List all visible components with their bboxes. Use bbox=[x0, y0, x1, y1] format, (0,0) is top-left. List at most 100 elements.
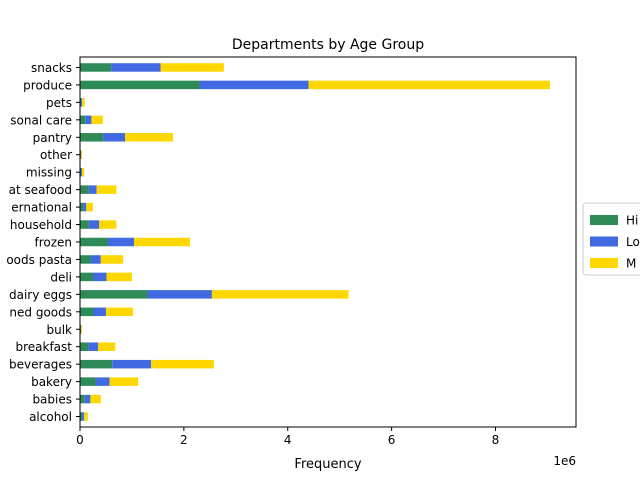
bar-international-m bbox=[86, 202, 93, 212]
bar-canned-goods-m bbox=[105, 307, 133, 317]
bar-other-lo bbox=[80, 150, 82, 159]
y-tick-label: pets bbox=[46, 96, 72, 110]
bar-snacks-hi bbox=[80, 63, 112, 72]
bar-frozen-hi bbox=[80, 237, 109, 247]
legend-swatch-m bbox=[590, 258, 618, 268]
bar-missing-lo bbox=[81, 167, 83, 177]
bar-missing-m bbox=[82, 167, 85, 177]
y-tick-label: sonal care bbox=[10, 113, 72, 127]
bar-household-hi bbox=[80, 220, 89, 229]
bar-bakery-hi bbox=[80, 377, 96, 386]
legend-label-hi: Hi bbox=[626, 214, 638, 228]
y-tick-label: other bbox=[40, 148, 72, 162]
plot-frame bbox=[79, 56, 577, 428]
y-tick-label: snacks bbox=[31, 61, 72, 75]
bar-other-m bbox=[81, 150, 83, 159]
y-tick-label: ernational bbox=[11, 201, 72, 215]
bar-produce-hi bbox=[80, 80, 200, 90]
y-tick-label: ned goods bbox=[9, 305, 72, 319]
bar-breakfast-lo bbox=[88, 342, 99, 351]
bar-breakfast-hi bbox=[80, 342, 89, 351]
bar-canned-goods-lo bbox=[93, 307, 106, 317]
bar-international-hi bbox=[80, 202, 84, 212]
bar-snacks-lo bbox=[111, 63, 161, 72]
bar-deli-hi bbox=[80, 272, 93, 282]
y-tick-label: at seafood bbox=[9, 183, 72, 197]
bar-international-lo bbox=[83, 202, 87, 212]
bar-bulk-lo bbox=[80, 325, 82, 334]
x-tick-label: 0 bbox=[76, 433, 84, 447]
bar-personal-care-lo bbox=[85, 115, 92, 125]
bar-beverages-m bbox=[151, 359, 214, 369]
bar-dairy-eggs-hi bbox=[80, 290, 148, 299]
bar-beverages-hi bbox=[80, 359, 113, 369]
bar-pets-m bbox=[82, 98, 85, 107]
bar-beverages-lo bbox=[112, 359, 152, 369]
bar-household-m bbox=[99, 220, 117, 229]
bar-personal-care-m bbox=[91, 115, 103, 125]
y-tick-label: household bbox=[10, 218, 72, 232]
bar-dry-goods-pasta-lo bbox=[90, 255, 101, 264]
x-tick-label: 4 bbox=[284, 433, 292, 447]
bar-dairy-eggs-lo bbox=[147, 290, 212, 299]
bar-deli-lo bbox=[92, 272, 107, 282]
x-tick-label: 6 bbox=[388, 433, 396, 447]
legend: Hi Lo M bbox=[582, 202, 640, 276]
legend-label-m: M bbox=[626, 257, 636, 271]
bar-personal-care-hi bbox=[80, 115, 86, 125]
bar-deli-m bbox=[106, 272, 132, 282]
bar-bakery-m bbox=[109, 377, 139, 386]
bar-missing-hi bbox=[80, 167, 82, 177]
bar-produce-lo bbox=[199, 80, 309, 90]
bar-bulk-m bbox=[81, 325, 83, 334]
x-axis-label: Frequency bbox=[294, 457, 361, 472]
y-tick-label: beverages bbox=[9, 358, 72, 372]
bar-pantry-hi bbox=[80, 133, 104, 142]
bar-canned-goods-hi bbox=[80, 307, 94, 317]
bar-dry-goods-pasta-hi bbox=[80, 255, 91, 264]
bar-household-lo bbox=[88, 220, 100, 229]
legend-label-lo: Lo bbox=[626, 235, 640, 249]
y-tick-label: frozen bbox=[34, 236, 72, 250]
bar-babies-hi bbox=[80, 394, 85, 404]
y-tick-label: dairy eggs bbox=[9, 288, 72, 302]
x-ticks: 0 2 4 6 8 bbox=[76, 427, 499, 447]
y-tick-label: bakery bbox=[31, 375, 72, 389]
bar-alcohol-lo bbox=[82, 412, 85, 421]
legend-swatch-hi bbox=[590, 215, 618, 225]
y-tick-label: bulk bbox=[46, 323, 72, 337]
bar-frozen-m bbox=[134, 237, 191, 247]
bar-pantry-m bbox=[125, 133, 173, 142]
bar-snacks-m bbox=[160, 63, 224, 72]
bar-pantry-lo bbox=[103, 133, 126, 142]
chart-title: Departments by Age Group bbox=[232, 37, 424, 53]
bar-alcohol-hi bbox=[80, 412, 83, 421]
x-scale-label: 1e6 bbox=[553, 454, 576, 468]
bar-breakfast-m bbox=[98, 342, 116, 351]
y-tick-labels: alcohol babies bakery beverages breakfast bul… bbox=[6, 61, 80, 424]
bar-meat-seafood-lo bbox=[88, 185, 97, 194]
y-tick-label: deli bbox=[50, 270, 72, 284]
bar-frozen-lo bbox=[108, 237, 135, 247]
y-tick-label: oods pasta bbox=[6, 253, 72, 267]
x-tick-label: 2 bbox=[180, 433, 188, 447]
y-tick-label: pantry bbox=[33, 131, 72, 145]
bar-pets-hi bbox=[80, 98, 82, 107]
bar-dairy-eggs-m bbox=[211, 290, 349, 299]
bars-group bbox=[80, 63, 551, 421]
bar-pets-lo bbox=[81, 98, 83, 107]
bar-meat-seafood-hi bbox=[80, 185, 89, 194]
y-tick-label: produce bbox=[23, 78, 72, 92]
y-tick-label: alcohol bbox=[29, 410, 72, 424]
legend-swatch-lo bbox=[590, 236, 618, 247]
bar-babies-lo bbox=[84, 394, 91, 404]
bar-produce-m bbox=[308, 80, 551, 90]
bar-babies-m bbox=[90, 394, 101, 404]
x-tick-label: 8 bbox=[492, 433, 500, 447]
bar-bakery-lo bbox=[95, 377, 110, 386]
bar-dry-goods-pasta-m bbox=[100, 255, 124, 264]
bar-alcohol-m bbox=[84, 412, 88, 421]
y-tick-label: babies bbox=[32, 393, 72, 407]
